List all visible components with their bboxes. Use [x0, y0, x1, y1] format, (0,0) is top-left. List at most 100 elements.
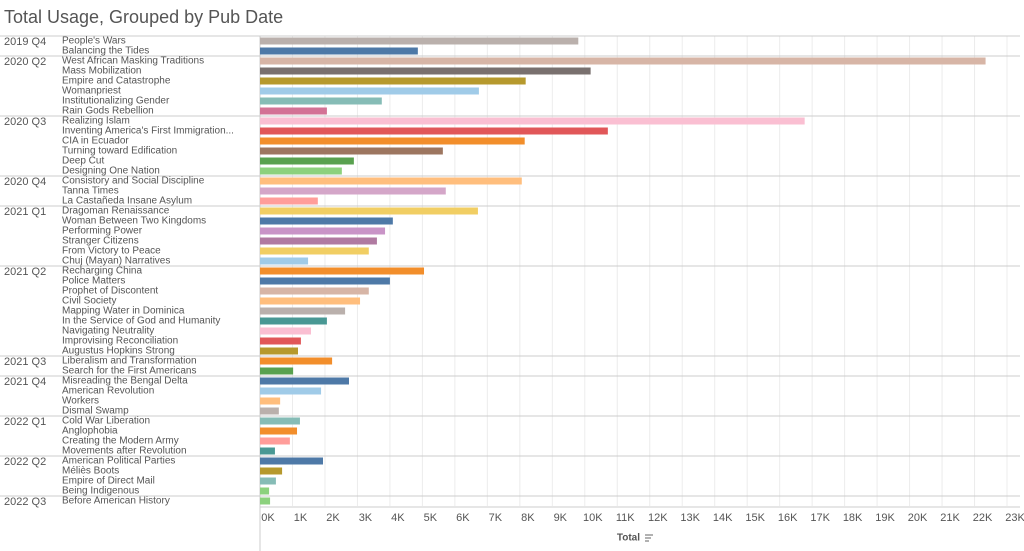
group-label: 2021 Q1	[4, 206, 46, 218]
category-label: West African Masking Traditions	[62, 56, 204, 67]
group-label: 2022 Q1	[4, 416, 46, 428]
category-label: Rain Gods Rebellion	[62, 106, 154, 117]
bar	[260, 317, 327, 325]
category-label: Performing Power	[62, 226, 143, 237]
bar	[260, 37, 579, 45]
category-label: Creating the Modern Army	[62, 436, 179, 447]
group-label: 2020 Q3	[4, 116, 46, 128]
category-label: Mapping Water in Dominica	[62, 306, 185, 317]
category-label: Recharging China	[62, 266, 142, 277]
bar	[260, 67, 591, 75]
x-tick-label: 11K	[616, 512, 635, 524]
x-tick-label: 0K	[261, 512, 275, 524]
bar	[260, 447, 275, 455]
x-tick-label: 14K	[713, 512, 733, 524]
bar	[260, 57, 986, 65]
group-label: 2021 Q3	[4, 356, 46, 368]
bar	[260, 227, 386, 235]
category-label: Movements after Revolution	[62, 446, 187, 457]
bar	[260, 457, 324, 465]
group-label: 2022 Q2	[4, 456, 46, 468]
category-label: Balancing the Tides	[62, 46, 149, 57]
bar	[260, 327, 311, 335]
bar	[260, 257, 309, 265]
bar	[260, 437, 290, 445]
bar	[260, 127, 608, 135]
bar	[260, 77, 526, 85]
x-tick-label: 20K	[908, 512, 928, 524]
bar	[260, 107, 327, 115]
category-label: Anglophobia	[62, 426, 118, 437]
x-tick-label: 22K	[973, 512, 993, 524]
category-label: Dismal Swamp	[62, 406, 129, 417]
category-label: Dragoman Renaissance	[62, 206, 170, 217]
category-label: Consistory and Social Discipline	[62, 176, 205, 187]
bar	[260, 47, 418, 55]
bar	[260, 487, 270, 495]
sort-icon[interactable]	[645, 534, 653, 542]
bar	[260, 177, 522, 185]
x-tick-label: 5K	[424, 512, 438, 524]
bar	[260, 367, 294, 375]
bar	[260, 137, 525, 145]
bar	[260, 397, 281, 405]
category-label: La Castañeda Insane Asylum	[62, 196, 192, 207]
bar	[260, 467, 283, 475]
category-label: Liberalism and Transformation	[62, 356, 197, 367]
bar	[260, 497, 271, 505]
bar	[260, 147, 443, 155]
bar	[260, 337, 301, 345]
category-label: From Victory to Peace	[62, 246, 161, 257]
x-tick-label: 16K	[778, 512, 798, 524]
bar	[260, 287, 369, 295]
category-label: Stranger Citizens	[62, 236, 139, 247]
bar	[260, 217, 393, 225]
category-label: In the Service of God and Humanity	[62, 316, 220, 327]
group-label: 2021 Q4	[4, 376, 46, 388]
group-label: 2019 Q4	[4, 36, 46, 48]
x-axis-label: Total	[617, 533, 640, 544]
bar	[260, 347, 298, 355]
category-label: Before American History	[62, 496, 170, 507]
category-label: Civil Society	[62, 296, 116, 307]
category-label: Cold War Liberation	[62, 416, 150, 427]
category-label: American Political Parties	[62, 456, 175, 467]
bar	[260, 307, 346, 315]
category-label: Improvising Reconciliation	[62, 336, 178, 347]
group-label: 2022 Q3	[4, 496, 46, 508]
category-label: Realizing Islam	[62, 116, 130, 127]
bar	[260, 187, 446, 195]
x-tick-label: 13K	[680, 512, 700, 524]
category-label: Woman Between Two Kingdoms	[62, 216, 206, 227]
bar	[260, 267, 425, 275]
category-label: Deep Cut	[62, 156, 104, 167]
category-label: Chuj (Mayan) Narratives	[62, 256, 170, 267]
group-label: 2020 Q4	[4, 176, 46, 188]
category-label: Empire of Direct Mail	[62, 476, 155, 487]
bar	[260, 407, 279, 415]
bar	[260, 427, 298, 435]
x-tick-label: 1K	[294, 512, 308, 524]
category-label: Womanpriest	[62, 86, 121, 97]
group-label: 2021 Q2	[4, 266, 46, 278]
category-label: Institutionalizing Gender	[62, 96, 170, 107]
category-label: People's Wars	[62, 36, 126, 47]
category-label: Inventing America's First Immigration...	[62, 126, 234, 137]
x-tick-label: 6K	[456, 512, 470, 524]
x-tick-label: 17K	[810, 512, 830, 524]
x-tick-label: 10K	[583, 512, 603, 524]
category-label: Méliès Boots	[62, 466, 119, 477]
x-tick-label: 21K	[940, 512, 960, 524]
bar	[260, 297, 361, 305]
bar	[260, 117, 805, 125]
category-label: Workers	[62, 396, 99, 407]
group-label: 2020 Q2	[4, 56, 46, 68]
x-tick-label: 4K	[391, 512, 405, 524]
bar	[260, 387, 322, 395]
x-tick-label: 3K	[359, 512, 373, 524]
bar	[260, 237, 377, 245]
category-label: Mass Mobilization	[62, 66, 141, 77]
bar	[260, 197, 318, 205]
bar	[260, 477, 276, 485]
